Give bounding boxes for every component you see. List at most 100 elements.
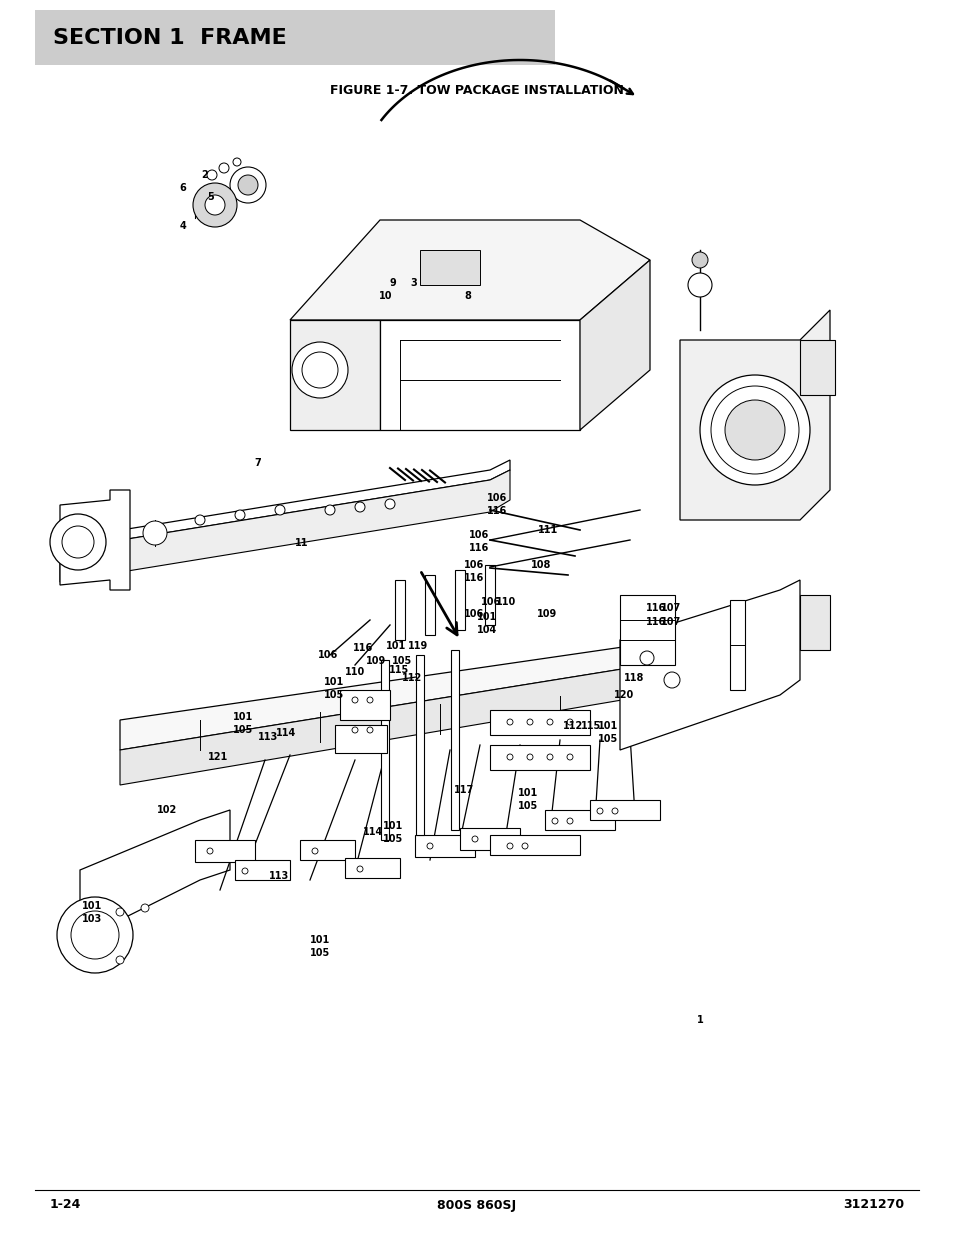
Circle shape — [207, 848, 213, 853]
Circle shape — [385, 499, 395, 509]
Text: 116: 116 — [353, 643, 373, 653]
Text: 119: 119 — [408, 641, 428, 651]
Circle shape — [552, 818, 558, 824]
Bar — [459, 827, 519, 850]
Bar — [335, 725, 387, 753]
Text: 1-24: 1-24 — [50, 1198, 81, 1212]
Text: 106: 106 — [468, 530, 489, 540]
Bar — [424, 576, 435, 635]
Bar — [35, 10, 555, 65]
Circle shape — [356, 866, 363, 872]
Bar — [490, 745, 589, 769]
Polygon shape — [579, 261, 649, 430]
Bar — [484, 564, 495, 625]
Circle shape — [325, 505, 335, 515]
Text: 106: 106 — [317, 650, 337, 659]
Bar — [339, 690, 390, 720]
Circle shape — [546, 719, 553, 725]
Text: 113: 113 — [269, 871, 289, 881]
Polygon shape — [290, 220, 649, 320]
Circle shape — [274, 505, 285, 515]
Text: 3: 3 — [410, 278, 416, 288]
Text: 101: 101 — [385, 641, 406, 651]
Text: 105: 105 — [392, 656, 412, 666]
Text: 116: 116 — [645, 603, 665, 613]
Circle shape — [194, 515, 205, 525]
Text: 107: 107 — [660, 603, 680, 613]
Circle shape — [367, 697, 373, 703]
Text: 105: 105 — [323, 690, 344, 700]
Text: 115: 115 — [389, 664, 409, 676]
Text: 102: 102 — [156, 805, 177, 815]
Circle shape — [639, 651, 654, 664]
Circle shape — [566, 818, 573, 824]
Text: 110: 110 — [345, 667, 365, 677]
Text: 101: 101 — [233, 713, 253, 722]
Text: 120: 120 — [613, 690, 634, 700]
Text: 101: 101 — [517, 788, 537, 798]
Text: 109: 109 — [366, 656, 386, 666]
Circle shape — [116, 908, 124, 916]
Circle shape — [207, 170, 216, 180]
Text: 10: 10 — [379, 291, 393, 301]
Bar — [800, 595, 829, 650]
Polygon shape — [379, 320, 579, 430]
Bar — [380, 659, 389, 840]
Circle shape — [355, 501, 365, 513]
Text: 106: 106 — [463, 609, 483, 619]
Text: 121: 121 — [208, 752, 228, 762]
Circle shape — [663, 672, 679, 688]
Text: 103: 103 — [82, 914, 102, 924]
Bar — [415, 835, 475, 857]
Circle shape — [506, 755, 513, 760]
Circle shape — [597, 808, 602, 814]
Text: 8: 8 — [464, 291, 471, 301]
Text: 7: 7 — [254, 458, 261, 468]
Text: 106: 106 — [480, 597, 500, 606]
Circle shape — [141, 904, 149, 911]
Text: 101: 101 — [82, 902, 102, 911]
Text: 105: 105 — [310, 948, 330, 958]
Circle shape — [292, 342, 348, 398]
Text: 115: 115 — [580, 721, 600, 731]
Polygon shape — [120, 620, 760, 750]
Bar — [490, 710, 589, 735]
Polygon shape — [120, 640, 760, 785]
Bar — [800, 340, 834, 395]
Text: 3121270: 3121270 — [842, 1198, 903, 1212]
Circle shape — [521, 844, 527, 848]
Text: 105: 105 — [598, 734, 618, 743]
Text: 11: 11 — [294, 538, 309, 548]
Text: 101: 101 — [476, 613, 497, 622]
Circle shape — [700, 375, 809, 485]
Text: 105: 105 — [517, 802, 537, 811]
Polygon shape — [679, 310, 829, 520]
Text: FIGURE 1-7. TOW PACKAGE INSTALLATION: FIGURE 1-7. TOW PACKAGE INSTALLATION — [330, 84, 623, 96]
Circle shape — [427, 844, 433, 848]
Circle shape — [526, 719, 533, 725]
Text: 800S 860SJ: 800S 860SJ — [437, 1198, 516, 1212]
Bar — [345, 858, 399, 878]
Text: 104: 104 — [476, 625, 497, 635]
Bar — [395, 580, 405, 640]
Bar — [299, 840, 355, 860]
Circle shape — [691, 252, 707, 268]
Circle shape — [143, 521, 167, 545]
Circle shape — [234, 510, 245, 520]
Text: 106: 106 — [486, 493, 507, 503]
Bar — [419, 249, 479, 285]
Text: 106: 106 — [463, 559, 483, 571]
Circle shape — [116, 956, 124, 965]
Text: 114: 114 — [275, 727, 295, 739]
Circle shape — [233, 158, 241, 165]
Text: 116: 116 — [486, 506, 507, 516]
Bar — [234, 860, 290, 881]
Text: 4: 4 — [179, 221, 186, 231]
Text: 117: 117 — [454, 785, 474, 795]
Circle shape — [71, 911, 119, 960]
Text: 111: 111 — [537, 525, 558, 535]
Text: 2: 2 — [201, 170, 208, 180]
Polygon shape — [60, 490, 130, 590]
Circle shape — [724, 400, 784, 459]
Circle shape — [352, 697, 357, 703]
